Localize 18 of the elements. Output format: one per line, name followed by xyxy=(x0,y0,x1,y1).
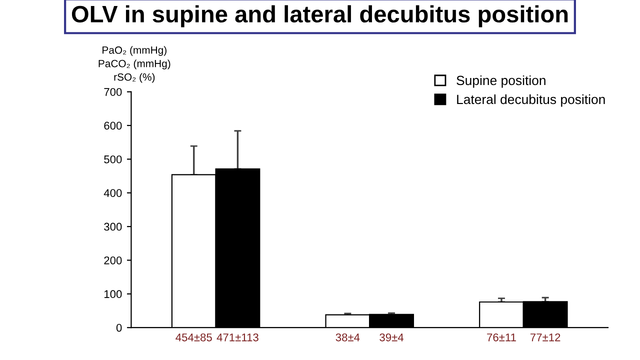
y-tick-label: 300 xyxy=(104,222,122,231)
data-label: 454±85 xyxy=(176,333,212,342)
data-label: 471±113 xyxy=(216,333,258,342)
data-label: 38±4 xyxy=(336,333,360,342)
data-label: 77±12 xyxy=(530,333,560,342)
data-label: 76±11 xyxy=(487,333,516,342)
y-tick-label: 0 xyxy=(116,324,122,332)
y-tick-label: 400 xyxy=(104,189,122,197)
y-tick-label: 200 xyxy=(104,256,122,264)
y-tick-label: 700 xyxy=(104,88,122,96)
chart-title: OLV in supine and lateral decubitus position xyxy=(72,5,568,28)
legend-label: Lateral decubitus position xyxy=(457,94,605,107)
data-label: 39±4 xyxy=(380,333,404,342)
legend-label: Supine position xyxy=(456,75,546,88)
y-tick-label: 100 xyxy=(104,290,122,298)
y-tick-label: 600 xyxy=(104,122,122,130)
y-axis-title: PaO₂ (mmHg) PaCO₂ (mmHg) rSO₂ (%) xyxy=(98,46,170,83)
y-tick-label: 500 xyxy=(104,155,122,164)
